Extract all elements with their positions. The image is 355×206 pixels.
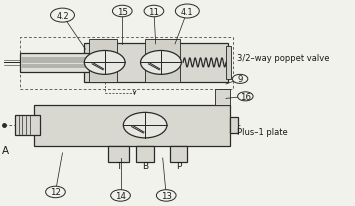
FancyBboxPatch shape — [230, 117, 238, 134]
Text: 9: 9 — [237, 75, 243, 84]
Text: 15: 15 — [117, 7, 128, 16]
FancyBboxPatch shape — [20, 54, 89, 72]
Circle shape — [157, 190, 176, 201]
Text: 13: 13 — [161, 191, 172, 200]
Text: 16: 16 — [240, 92, 251, 101]
Text: Plus–1 plate: Plus–1 plate — [236, 127, 287, 136]
Text: 14: 14 — [115, 191, 126, 200]
FancyBboxPatch shape — [108, 146, 129, 162]
Text: 4.1: 4.1 — [181, 7, 193, 16]
Circle shape — [45, 186, 65, 198]
Text: 4.2: 4.2 — [56, 12, 69, 21]
Text: 11: 11 — [148, 7, 159, 16]
Text: B: B — [142, 161, 148, 170]
Text: T: T — [116, 161, 121, 170]
Circle shape — [175, 5, 199, 19]
Text: 12: 12 — [50, 187, 61, 197]
Circle shape — [141, 51, 181, 75]
FancyBboxPatch shape — [136, 146, 154, 162]
Text: 3/2–way poppet valve: 3/2–way poppet valve — [236, 54, 329, 62]
FancyBboxPatch shape — [145, 40, 180, 83]
Circle shape — [237, 92, 253, 101]
Circle shape — [50, 9, 75, 23]
FancyBboxPatch shape — [83, 44, 228, 83]
Text: P: P — [176, 161, 181, 170]
FancyBboxPatch shape — [89, 40, 117, 83]
FancyBboxPatch shape — [15, 115, 40, 136]
Circle shape — [144, 6, 164, 18]
Circle shape — [113, 6, 132, 18]
Circle shape — [84, 51, 125, 75]
FancyBboxPatch shape — [215, 90, 230, 105]
FancyBboxPatch shape — [226, 47, 231, 80]
Circle shape — [111, 190, 130, 201]
Circle shape — [232, 75, 248, 84]
FancyBboxPatch shape — [34, 105, 230, 146]
FancyBboxPatch shape — [170, 146, 187, 162]
Circle shape — [123, 113, 167, 138]
Text: A: A — [2, 145, 9, 155]
